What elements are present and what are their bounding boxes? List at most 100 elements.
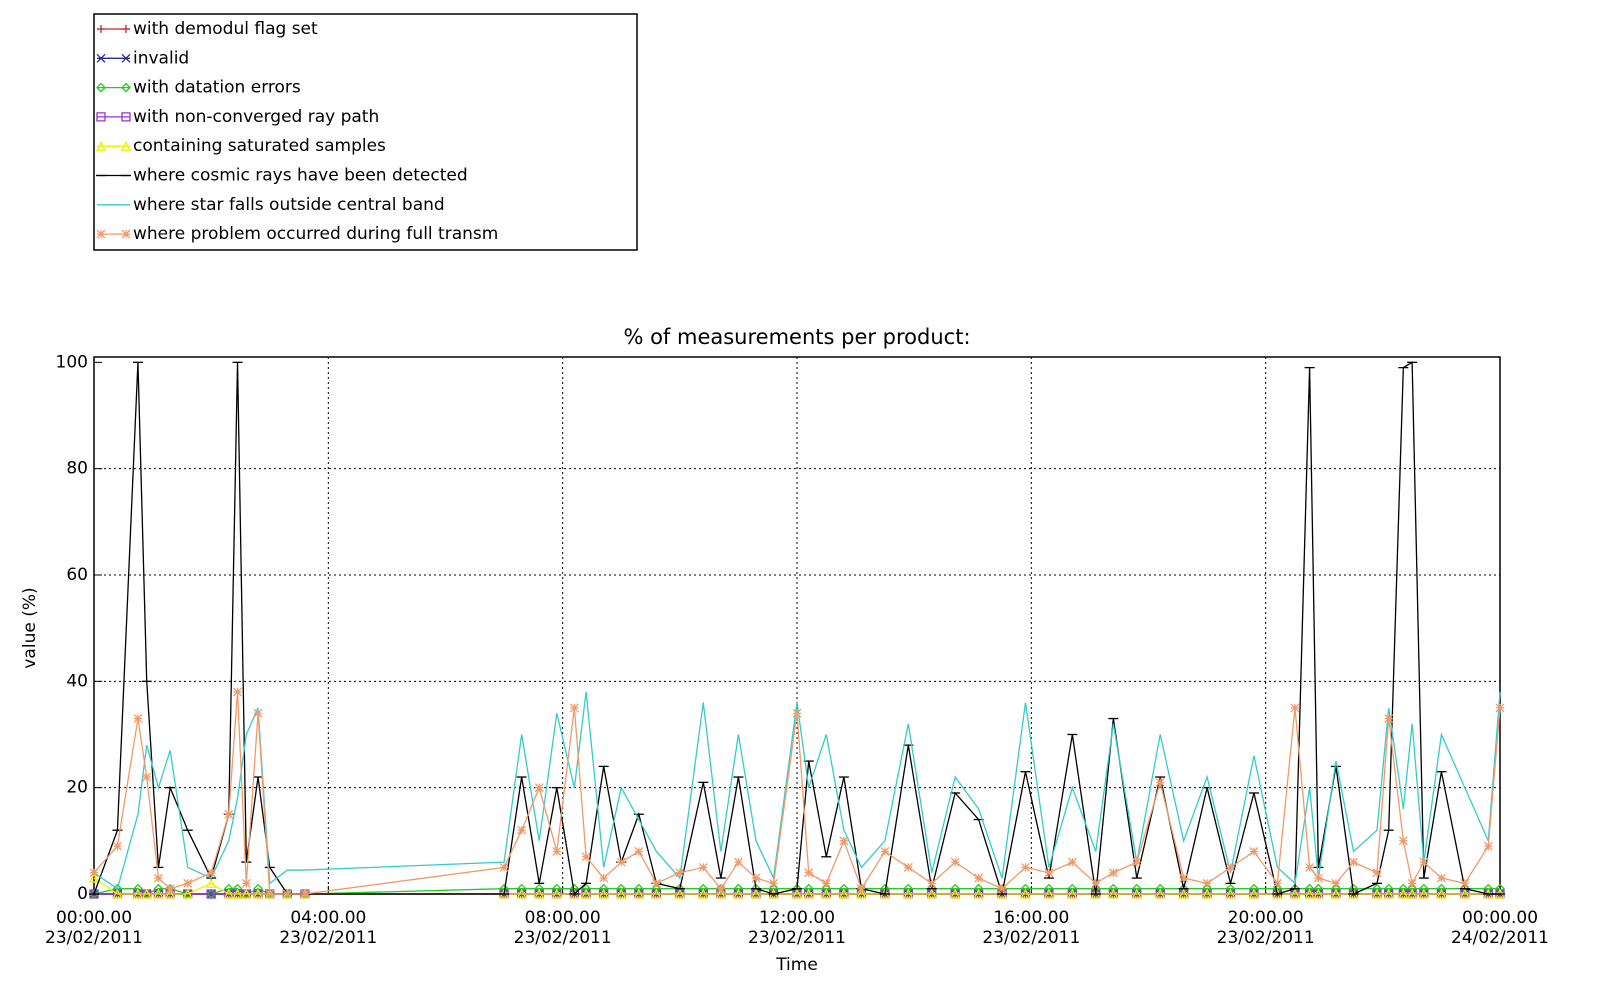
marker bbox=[1383, 883, 1394, 894]
marker bbox=[633, 883, 644, 894]
marker bbox=[517, 825, 527, 835]
marker bbox=[674, 888, 685, 899]
marker bbox=[1495, 703, 1505, 713]
marker bbox=[1398, 888, 1409, 899]
marker bbox=[133, 883, 143, 894]
marker bbox=[1304, 888, 1315, 899]
marker bbox=[499, 862, 509, 872]
marker bbox=[165, 888, 176, 899]
marker bbox=[165, 884, 175, 894]
marker bbox=[950, 888, 961, 899]
marker bbox=[569, 703, 579, 713]
marker bbox=[1131, 883, 1142, 894]
legend-box bbox=[93, 13, 638, 251]
marker bbox=[1225, 888, 1236, 899]
legend-label: with datation errors bbox=[133, 78, 301, 98]
series-line bbox=[93, 361, 1500, 896]
marker bbox=[1313, 883, 1324, 894]
marker bbox=[1459, 888, 1470, 899]
marker bbox=[153, 873, 163, 883]
marker bbox=[241, 878, 251, 888]
marker bbox=[973, 883, 984, 894]
marker bbox=[253, 883, 263, 894]
marker bbox=[581, 852, 591, 862]
marker bbox=[903, 883, 914, 894]
marker bbox=[997, 884, 1007, 894]
marker bbox=[927, 878, 937, 888]
marker bbox=[1436, 873, 1446, 883]
legend-label: where problem occurred during full trans… bbox=[133, 224, 498, 244]
marker bbox=[1249, 883, 1259, 894]
marker bbox=[142, 772, 152, 782]
marker bbox=[926, 888, 937, 899]
marker bbox=[1290, 703, 1300, 713]
marker bbox=[1331, 878, 1341, 888]
marker bbox=[599, 873, 609, 883]
marker bbox=[95, 140, 107, 151]
marker bbox=[675, 868, 685, 878]
marker bbox=[534, 888, 545, 899]
marker bbox=[265, 889, 275, 899]
marker bbox=[1407, 883, 1418, 894]
marker bbox=[97, 25, 105, 33]
marker bbox=[616, 883, 627, 894]
marker bbox=[1459, 883, 1470, 894]
y-tick-label: 0 bbox=[77, 884, 88, 904]
marker bbox=[769, 878, 779, 888]
marker bbox=[206, 877, 217, 889]
marker bbox=[856, 888, 867, 899]
marker bbox=[651, 878, 661, 888]
marker bbox=[715, 888, 726, 899]
marker bbox=[233, 687, 242, 697]
marker bbox=[973, 888, 984, 899]
marker bbox=[1398, 883, 1409, 894]
marker bbox=[1272, 878, 1282, 888]
marker bbox=[282, 889, 292, 899]
marker bbox=[1418, 883, 1429, 894]
legend-label: with demodul flag set bbox=[133, 19, 318, 39]
x-tick-date: 23/02/2011 bbox=[748, 928, 846, 948]
legend-label: invalid bbox=[133, 48, 189, 68]
marker bbox=[121, 229, 131, 239]
y-tick-label: 80 bbox=[66, 459, 88, 479]
marker bbox=[534, 883, 545, 894]
marker bbox=[551, 883, 562, 894]
marker bbox=[1305, 862, 1315, 872]
marker bbox=[253, 708, 263, 718]
marker bbox=[698, 862, 708, 872]
marker bbox=[581, 888, 592, 899]
marker bbox=[974, 873, 984, 883]
marker bbox=[634, 847, 644, 856]
marker bbox=[1460, 878, 1470, 888]
marker bbox=[803, 888, 814, 899]
marker bbox=[206, 889, 216, 899]
legend-label: with non-converged ray path bbox=[133, 107, 379, 127]
marker bbox=[132, 888, 143, 899]
marker bbox=[716, 884, 726, 894]
marker bbox=[616, 857, 626, 867]
marker bbox=[1043, 883, 1054, 894]
marker bbox=[733, 883, 744, 894]
x-tick-date: 23/02/2011 bbox=[45, 928, 143, 948]
marker bbox=[1021, 862, 1030, 872]
marker bbox=[1330, 888, 1342, 899]
marker bbox=[1495, 883, 1505, 894]
marker bbox=[516, 883, 527, 894]
marker bbox=[733, 857, 743, 867]
marker bbox=[1436, 883, 1447, 894]
marker bbox=[1371, 888, 1383, 899]
marker bbox=[803, 883, 814, 894]
marker bbox=[581, 883, 592, 894]
legend-label: where cosmic rays have been detected bbox=[133, 166, 468, 186]
marker bbox=[733, 888, 744, 899]
marker bbox=[534, 783, 544, 793]
legend-label: where star falls outside central band bbox=[133, 195, 445, 215]
marker bbox=[252, 888, 264, 899]
x-tick-label: 08:00.00 bbox=[525, 908, 601, 928]
x-tick-date: 23/02/2011 bbox=[514, 928, 612, 948]
marker bbox=[698, 888, 709, 899]
marker bbox=[88, 872, 100, 883]
x-tick-label: 00:00.00 bbox=[56, 908, 132, 928]
legend-label: containing saturated samples bbox=[133, 136, 386, 156]
marker bbox=[698, 883, 709, 894]
